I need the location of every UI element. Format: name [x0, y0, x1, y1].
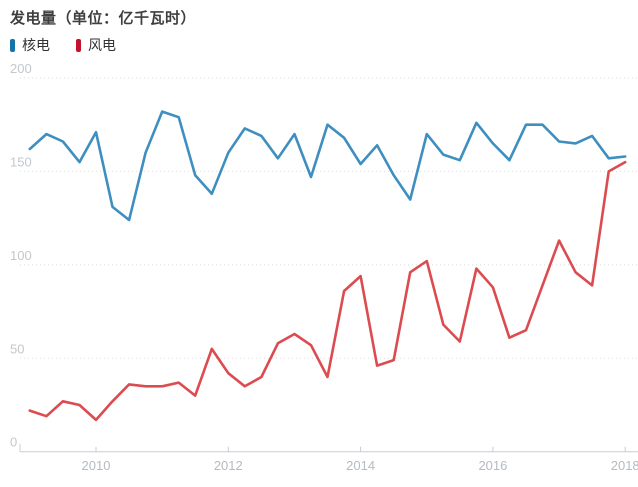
- chart-title: 发电量（单位：亿千瓦时）: [10, 10, 197, 27]
- x-tick-label: 2012: [214, 458, 243, 473]
- legend-label-wind: 风电: [88, 37, 116, 53]
- chart-legend: 核电 风电: [10, 37, 142, 53]
- x-tick-label: 2016: [478, 458, 507, 473]
- x-tick-label: 2018: [611, 458, 638, 473]
- y-tick-label: 0: [10, 435, 17, 450]
- x-tick-label: 2010: [82, 458, 111, 473]
- legend-item-nuclear[interactable]: 核电: [10, 35, 50, 55]
- nuclear-series-line: [28, 110, 627, 222]
- y-tick-label: 200: [10, 61, 32, 76]
- y-tick-label: 50: [10, 341, 24, 356]
- legend-label-nuclear: 核电: [22, 37, 50, 53]
- wind-legend-marker-icon: [76, 38, 81, 52]
- legend-item-wind[interactable]: 风电: [76, 35, 116, 55]
- y-tick-label: 150: [10, 154, 32, 169]
- y-tick-label: 100: [10, 248, 32, 263]
- nuclear-legend-marker-icon: [10, 38, 15, 52]
- x-tick-label: 2014: [346, 458, 375, 473]
- wind-series-line: [28, 160, 627, 422]
